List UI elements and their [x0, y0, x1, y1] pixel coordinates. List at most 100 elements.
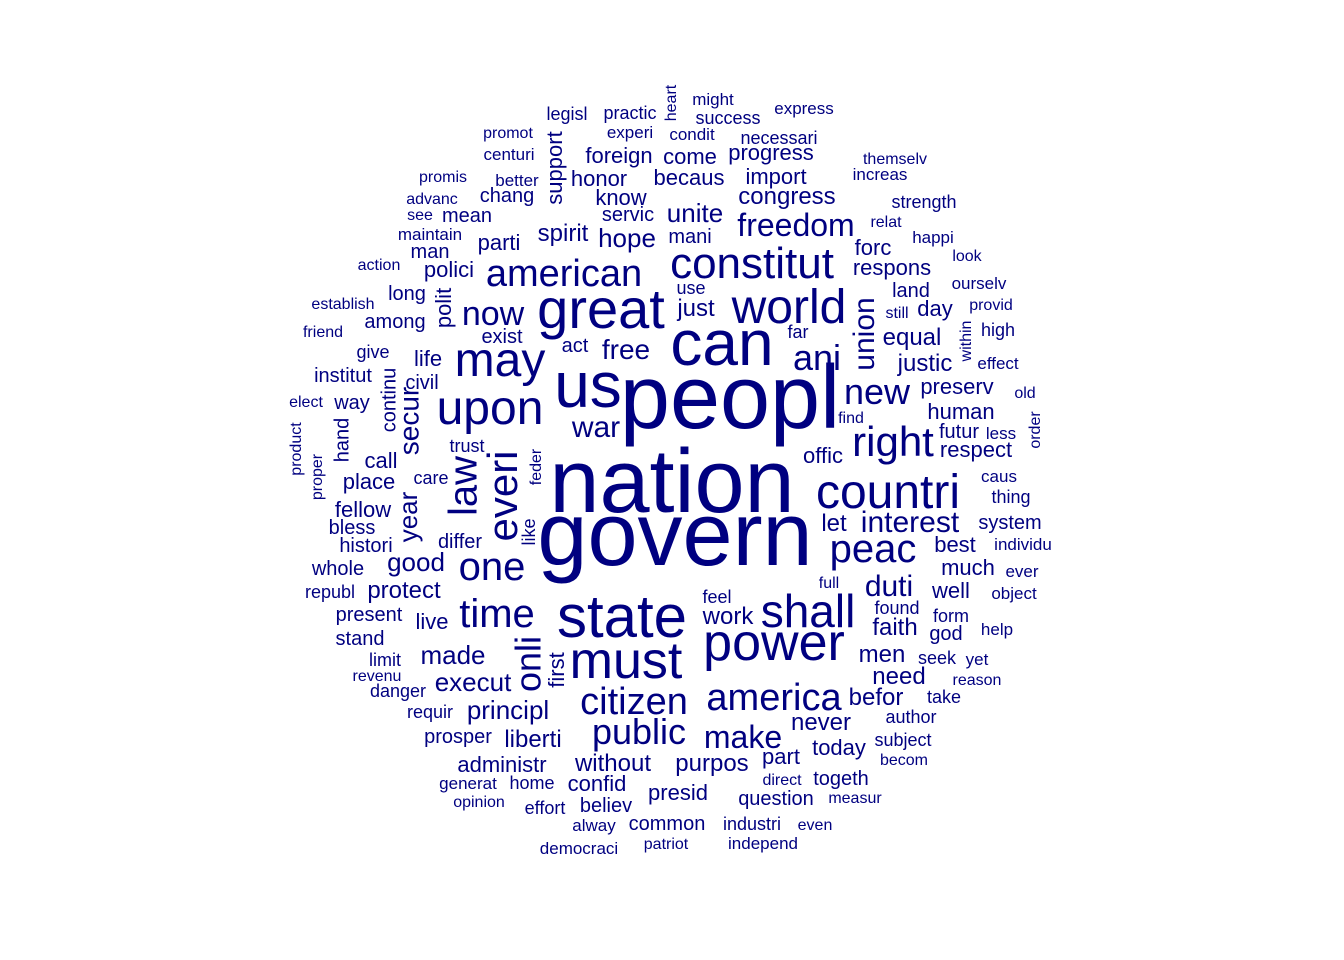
word-institut: institut — [314, 365, 372, 387]
word-ani: ani — [793, 337, 841, 378]
word-part: part — [762, 744, 800, 769]
word-reason: reason — [953, 672, 1002, 689]
word-heart: heart — [663, 84, 680, 121]
word-revenu: revenu — [353, 668, 402, 685]
word-democraci: democraci — [540, 839, 618, 858]
word-nation: nation — [549, 432, 794, 532]
word-congress: congress — [738, 183, 835, 210]
word-relat: relat — [870, 214, 902, 231]
word-public: public — [592, 711, 686, 752]
word-happi: happi — [912, 228, 954, 247]
word-becaus: becaus — [654, 165, 725, 190]
word-union: union — [848, 297, 881, 370]
word-prosper: prosper — [424, 726, 492, 748]
word-see: see — [407, 207, 433, 224]
word-everi: everi — [479, 450, 526, 541]
word-today: today — [812, 735, 866, 760]
word-republ: republ — [305, 582, 355, 602]
word-time: time — [459, 592, 535, 636]
word-work: work — [702, 603, 755, 630]
word-requir: requir — [407, 702, 453, 722]
word-togeth: togeth — [813, 768, 869, 790]
word-respons: respons — [853, 255, 931, 280]
word-hope: hope — [598, 223, 656, 253]
word-shall: shall — [761, 585, 856, 637]
word-polici: polici — [424, 257, 474, 282]
word-place: place — [343, 469, 396, 494]
word-yet: yet — [966, 650, 989, 669]
word-ever: ever — [1005, 562, 1038, 581]
word-opinion: opinion — [453, 794, 505, 811]
word-servic: servic — [602, 204, 654, 226]
word-still: still — [885, 305, 908, 322]
word-peopl: peopl — [620, 348, 840, 448]
word-make: make — [704, 719, 782, 755]
word-differ: differ — [438, 531, 482, 553]
word-principl: principl — [467, 695, 549, 725]
word-state: state — [557, 583, 687, 650]
word-less: less — [986, 424, 1016, 443]
word-seek: seek — [918, 648, 957, 668]
word-right: right — [852, 418, 934, 465]
word-well: well — [931, 578, 970, 603]
word-necessari: necessari — [740, 128, 817, 148]
word-far: far — [787, 322, 808, 342]
word-best: best — [934, 532, 976, 557]
word-ourselv: ourselv — [952, 274, 1007, 293]
word-men: men — [859, 641, 906, 668]
word-measur: measur — [828, 790, 882, 807]
word-justic: justic — [897, 350, 953, 377]
word-world: world — [731, 281, 847, 334]
word-power: power — [703, 614, 845, 672]
word-one: one — [459, 545, 526, 589]
word-law: law — [442, 456, 486, 516]
word-continu: continu — [378, 368, 400, 433]
word-preserv: preserv — [920, 374, 993, 399]
word-establish: establish — [311, 296, 374, 313]
word-first: first — [544, 652, 569, 687]
word-never: never — [791, 709, 851, 736]
word-patriot: patriot — [644, 836, 689, 853]
word-take: take — [927, 687, 961, 707]
word-object: object — [991, 584, 1037, 603]
word-maintain: maintain — [398, 225, 462, 244]
word-old: old — [1014, 385, 1035, 402]
word-common: common — [629, 813, 706, 835]
word-duti: duti — [865, 570, 913, 603]
word-constitut: constitut — [670, 239, 834, 288]
word-man: man — [411, 241, 450, 263]
word-mean: mean — [442, 205, 492, 227]
word-onli: onli — [508, 636, 549, 692]
word-whole: whole — [311, 558, 364, 580]
word-without: without — [574, 750, 651, 777]
word-america: america — [706, 677, 842, 719]
word-histori: histori — [339, 535, 392, 557]
word-just: just — [676, 295, 715, 322]
word-found: found — [874, 598, 919, 618]
word-liberti: liberti — [504, 726, 561, 753]
word-long: long — [388, 283, 426, 305]
word-free: free — [602, 334, 650, 365]
word-express: express — [774, 99, 834, 118]
word-feder: feder — [528, 448, 545, 485]
word-know: know — [595, 185, 646, 210]
word-countri: countri — [816, 466, 960, 519]
word-forc: forc — [855, 235, 892, 260]
word-govern: govern — [537, 485, 812, 585]
word-presid: presid — [648, 780, 708, 805]
word-might: might — [692, 90, 734, 109]
word-live: live — [415, 609, 448, 634]
word-progress: progress — [728, 140, 814, 165]
word-can: can — [670, 307, 773, 379]
word-let: let — [821, 510, 847, 537]
word-mani: mani — [668, 226, 711, 248]
word-friend: friend — [303, 324, 343, 341]
word-product: product — [288, 422, 305, 476]
word-legisl: legisl — [546, 104, 587, 124]
word-effect: effect — [977, 354, 1019, 373]
word-american: american — [486, 253, 642, 295]
word-better: better — [495, 171, 539, 190]
word-now: now — [462, 295, 525, 333]
